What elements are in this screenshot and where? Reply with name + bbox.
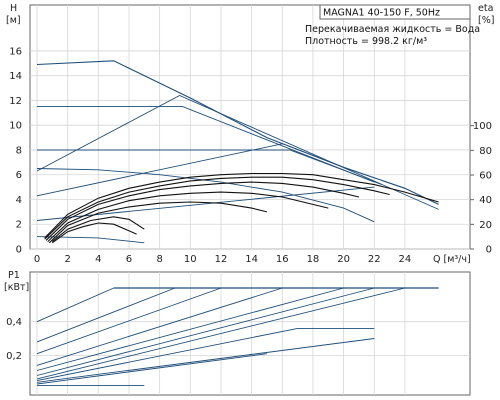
series-constant-curve-6 (36, 168, 375, 223)
power-chart-panel: 0,2 0,4 P1 [кВт] (4, 270, 471, 396)
power-tick-label: 0,2 (6, 351, 22, 362)
power-series-power-4 (36, 287, 283, 366)
series-efficiency-12 (48, 201, 268, 244)
power-series-power-5 (36, 287, 344, 371)
y-tick-label: 8 (16, 145, 22, 156)
series-efficiency-9 (44, 176, 390, 240)
y-tick-label: 0 (16, 245, 22, 256)
power-tick-label: 0,4 (6, 317, 22, 328)
left-axis-unit: [м] (6, 15, 21, 26)
x-tick-label: 0 (34, 254, 40, 265)
y-tick-label: 14 (9, 71, 22, 82)
right-axis-label: eta (478, 3, 493, 14)
x-tick-label: 10 (184, 254, 197, 265)
head-chart-ticks: 0 2 4 6 8 10 12 14 16 18 20 22 240246810121416020406… (9, 46, 492, 265)
x-tick-label: 4 (95, 254, 101, 265)
x-tick-label: 2 (64, 254, 70, 265)
head-chart-panel: 0 2 4 6 8 10 12 14 16 18 20 22 240246810121416020406… (6, 3, 494, 265)
power-series-power-8 (36, 327, 375, 382)
power-chart-ticks: 0,2 0,4 (6, 317, 22, 362)
x-tick-label: 14 (245, 254, 258, 265)
power-chart-series (36, 287, 439, 387)
y-tick-label: 2 (16, 220, 22, 231)
series-efficiency-13 (51, 216, 145, 243)
power-series-power-9 (36, 338, 375, 383)
series-efficiency-10 (45, 181, 360, 241)
right-axis-unit: [%] (478, 15, 494, 26)
series-proportional-pressure-4 (36, 143, 283, 197)
power-series-power-6 (36, 287, 375, 376)
x-tick-label: 12 (215, 254, 228, 265)
y-tick-label: 10 (9, 121, 22, 132)
density-info: Плотность = 998.2 кг/м³ (305, 36, 427, 47)
series-constant-pressure-2 (37, 149, 383, 186)
power-chart-frame (29, 271, 471, 396)
eta-tick-label: 100 (473, 121, 492, 132)
series-efficiency-8 (44, 172, 439, 239)
eta-tick-label: 80 (479, 146, 492, 157)
head-chart-grid (30, 5, 470, 250)
x-tick-label: 6 (126, 254, 132, 265)
power-series-power-2 (36, 287, 176, 343)
power-axis-unit: [кВт] (4, 282, 29, 293)
model-title-box (319, 4, 471, 20)
model-title: MAGNA1 40-150 F, 50Hz (323, 8, 440, 19)
y-tick-label: 4 (16, 195, 22, 206)
x-axis-label: Q [м³/ч] (433, 254, 471, 265)
y-tick-label: 16 (9, 46, 22, 57)
x-tick-label: 22 (368, 254, 381, 265)
power-series-power-1 (36, 287, 114, 323)
x-tick-label: 18 (307, 254, 320, 265)
y-tick-label: 12 (9, 96, 22, 107)
x-tick-label: 20 (337, 254, 350, 265)
series-efficiency-14 (51, 222, 137, 244)
power-axis-label: P1 (8, 270, 20, 281)
eta-tick-label: 20 (479, 220, 492, 231)
y-tick-label: 6 (16, 170, 22, 181)
x-tick-label: 24 (399, 254, 412, 265)
head-chart-series (36, 60, 439, 244)
power-series-power-7 (36, 287, 406, 380)
eta-tick-label: 60 (479, 171, 492, 182)
x-tick-label: 8 (156, 254, 162, 265)
left-axis-label: H (10, 3, 17, 14)
series-constant-pressure-1 (37, 106, 375, 183)
fluid-info: Перекачиваемая жидкость = Вода (305, 24, 480, 35)
series-max-curve-0 (36, 60, 439, 205)
eta-tick-label: 0 (486, 245, 492, 256)
series-efficiency-11 (47, 191, 329, 243)
x-tick-label: 16 (276, 254, 289, 265)
eta-tick-label: 40 (479, 195, 492, 206)
series-proportional-pressure-3 (36, 95, 439, 210)
power-series-power-3 (36, 287, 222, 355)
power-series-power-10 (36, 353, 267, 385)
